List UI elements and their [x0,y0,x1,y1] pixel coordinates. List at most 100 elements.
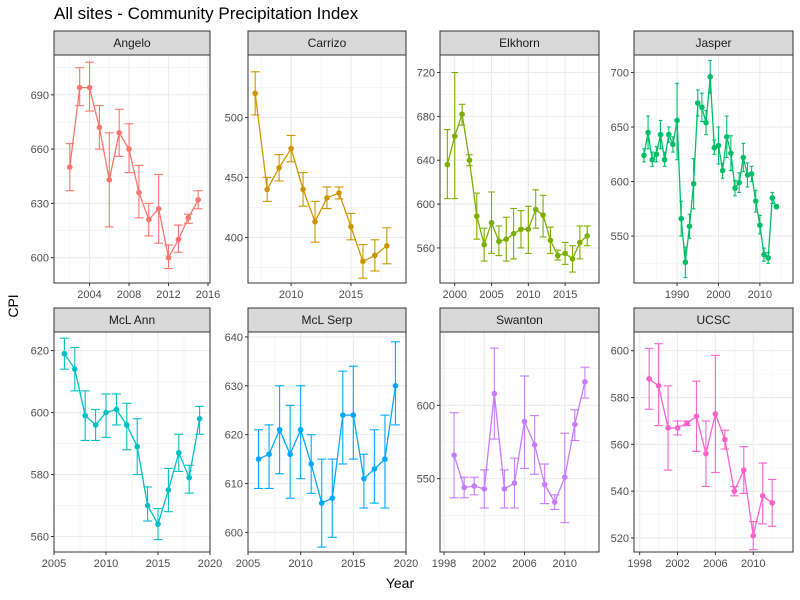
y-tick-label: 560 [417,243,435,255]
data-point [252,90,258,97]
x-tick-label: 2010 [748,289,772,301]
x-tick-label: 2012 [156,289,180,301]
data-point [503,236,510,242]
y-tick-label: 520 [611,533,629,545]
data-point [569,256,576,262]
data-point [703,119,709,126]
data-point [86,84,93,91]
data-point [196,415,203,422]
x-tick-label: 1990 [665,289,689,301]
y-tick-label: 560 [31,532,49,544]
x-axis-label: Year [385,575,415,591]
data-point [551,499,558,505]
data-point [324,195,330,201]
x-tick-label: 2005 [42,558,66,570]
data-point [694,100,701,106]
strip-elkhorn [439,30,600,56]
y-tick-label: 500 [225,112,243,124]
y-tick-label: 660 [31,144,49,156]
x-tick-label: 2010 [288,558,312,570]
strip-label: UCSC [696,313,730,327]
data-point [540,212,546,218]
data-point [531,442,538,448]
data-point [276,165,282,171]
data-point [276,426,283,433]
data-point [731,488,738,494]
y-tick-label: 650 [611,122,629,134]
data-point [759,493,766,499]
data-point [384,243,390,249]
y-tick-label: 600 [611,346,629,358]
x-tick-label: 2008 [117,289,141,301]
x-tick-label: 2015 [553,289,577,301]
data-point [297,426,304,433]
error-bar [101,393,111,438]
data-point [641,152,647,159]
data-point [711,144,718,151]
data-point [572,421,578,428]
strip-label: Swanton [496,313,543,327]
x-tick-label: 2010 [516,289,540,301]
data-point [649,156,656,163]
panel-border [53,54,211,284]
x-tick-label: 2000 [706,289,730,301]
data-point [773,203,780,210]
data-point [665,425,671,431]
y-tick-label: 600 [417,400,435,412]
data-point [126,146,132,152]
data-point [525,226,532,233]
x-tick-label: 2005 [479,289,503,301]
data-point [264,186,270,193]
data-point [645,129,651,136]
data-point [740,154,747,161]
series-line-angelo [69,86,199,260]
data-point [195,196,201,203]
data-point [471,483,478,489]
data-point [491,390,498,397]
y-axis-label: CPI [5,294,21,318]
data-point [340,412,346,418]
data-point [674,425,681,431]
data-point [665,131,672,138]
data-point [113,406,120,413]
y-tick-label: 690 [31,90,49,102]
data-point [481,241,487,248]
data-point [719,167,726,174]
data-point [66,164,73,170]
data-point [518,226,524,233]
data-point [655,383,662,389]
data-point [510,230,517,237]
x-tick-label: 2002 [665,558,689,570]
data-point [496,238,502,245]
strip-carrizo [247,30,407,56]
data-point [372,252,378,259]
data-point [451,452,457,459]
data-point [577,239,583,246]
data-point [461,484,467,491]
y-tick-label: 600 [417,199,435,211]
strip-label: Elkhorn [499,36,540,50]
data-point [646,376,652,382]
data-point [584,233,591,239]
data-point [336,190,342,196]
strip-swanton [439,307,600,333]
data-point [532,206,539,213]
data-point [155,521,161,527]
data-point [106,177,113,183]
panel-border [633,54,794,284]
x-tick-label: 2004 [77,289,101,301]
data-point [165,487,172,493]
data-point [757,222,763,228]
data-point [92,422,99,428]
data-point [686,223,693,230]
data-point [300,186,306,193]
x-tick-label: 2000 [442,289,466,301]
strip-angelo [53,30,211,56]
data-point [693,413,700,420]
strip-jasper [633,30,794,56]
data-point [674,117,680,124]
data-point [96,124,103,131]
data-point [61,350,68,357]
data-point [76,84,83,91]
y-tick-label: 560 [611,439,629,451]
